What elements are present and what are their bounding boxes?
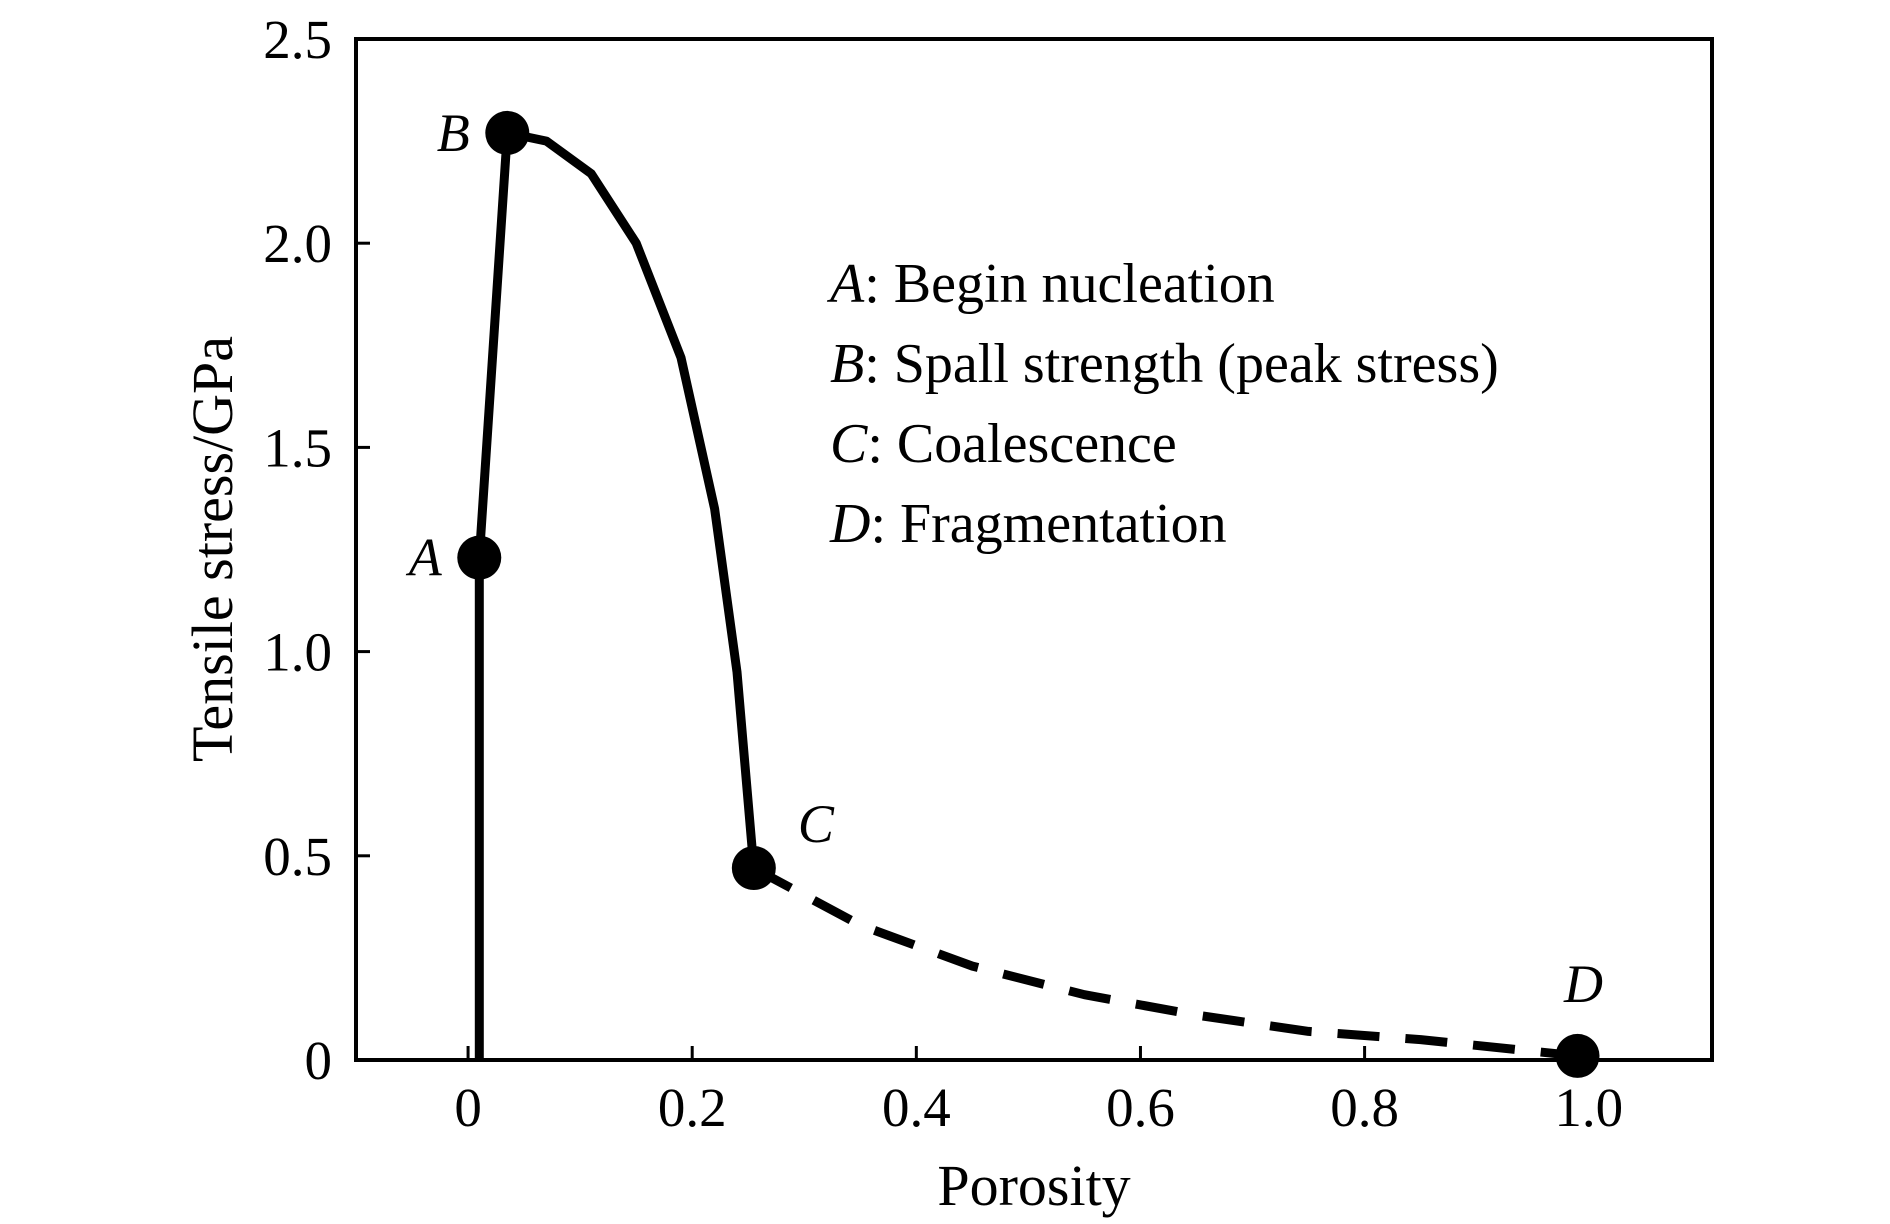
y-tick-label-2: 1.0: [263, 622, 332, 683]
legend-entry-d: D: Fragmentation: [829, 493, 1227, 555]
point-label-d: D: [1563, 954, 1603, 1014]
y-tick-label-4: 2.0: [263, 213, 332, 274]
y-tick-label-5: 2.5: [263, 9, 332, 70]
legend-entry-a: A: Begin nucleation: [826, 253, 1275, 315]
x-tick-label-4: 0.8: [1330, 1077, 1399, 1138]
point-marker-c: [731, 846, 776, 891]
y-axis-label: Tensile stress/GPa: [180, 336, 245, 762]
point-marker-d: [1555, 1033, 1600, 1078]
x-axis-label: Porosity: [937, 1153, 1130, 1218]
point-marker-b: [485, 110, 530, 155]
plot-frame: [354, 37, 1714, 1062]
x-tick-label-0: 0: [454, 1077, 482, 1138]
y-tick-label-1: 0.5: [263, 826, 332, 887]
x-tick-label-5: 1.0: [1554, 1077, 1623, 1138]
legend-entry-c: C: Coalescence: [830, 413, 1177, 475]
y-tick-label-3: 1.5: [263, 417, 332, 478]
point-label-a: A: [406, 528, 443, 588]
y-tick-label-0: 0: [305, 1030, 333, 1091]
y-axis: 0 0.5 1.0 1.5 2.0 2.5: [263, 9, 370, 1091]
series-line-dashed: [751, 864, 1578, 1061]
point-label-c: C: [798, 794, 835, 854]
x-tick-label-3: 0.6: [1106, 1077, 1175, 1138]
point-label-b: B: [437, 103, 470, 163]
x-axis: 0 0.2 0.4 0.6 0.8 1.0: [454, 1046, 1623, 1138]
legend: A: Begin nucleation B: Spall strength (p…: [826, 253, 1499, 555]
legend-entry-b: B: Spall strength (peak stress): [830, 333, 1499, 395]
x-tick-label-1: 0.2: [658, 1077, 727, 1138]
x-tick-label-2: 0.4: [882, 1077, 951, 1138]
point-labels: A B C D: [406, 103, 1603, 1014]
series-line-solid: [474, 128, 759, 1060]
plot-marks: [457, 110, 1600, 1078]
point-marker-a: [457, 535, 502, 580]
